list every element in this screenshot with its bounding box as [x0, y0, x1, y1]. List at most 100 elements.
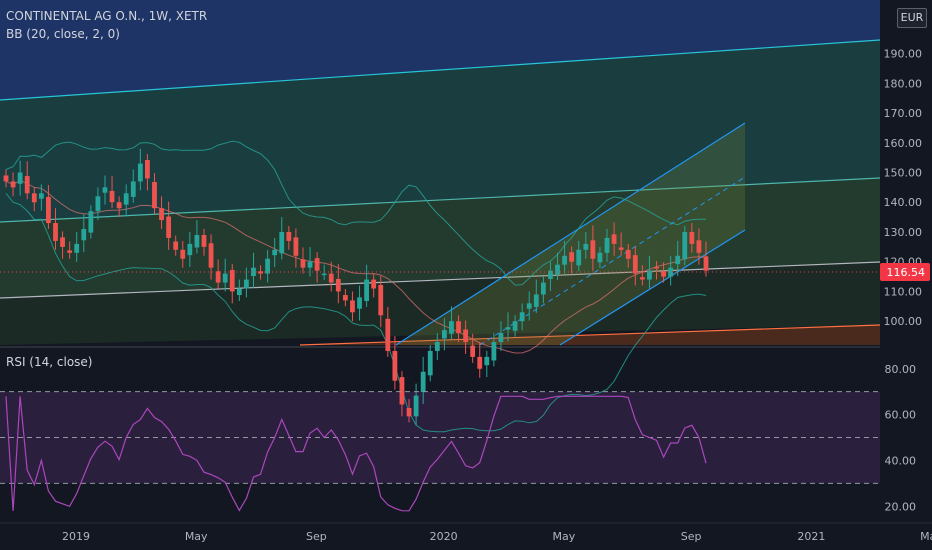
candle-body	[463, 329, 468, 343]
candle-body	[251, 267, 256, 276]
price-tick-label: 180.00	[884, 77, 923, 90]
price-tick-label: 160.00	[884, 137, 923, 150]
candle-body	[38, 193, 44, 199]
candle-body	[548, 270, 553, 279]
candle-body	[208, 243, 214, 268]
bb-upper-line	[5, 140, 707, 286]
channel-upper	[395, 122, 746, 346]
candle-body	[562, 255, 567, 265]
time-tick-label: May	[553, 530, 576, 543]
candle-body	[180, 249, 186, 259]
candle-body	[95, 196, 101, 212]
candle-body	[498, 333, 504, 343]
candle-body	[74, 243, 80, 253]
rsi-tick-label: 40.00	[885, 454, 917, 467]
candle-body	[286, 231, 292, 241]
chart-title: CONTINENTAL AG O.N., 1W, XETR	[6, 9, 208, 23]
candle-body	[625, 249, 631, 259]
candle-body	[159, 208, 164, 221]
rsi-tick-label: 80.00	[885, 363, 917, 376]
candle-body	[194, 234, 200, 248]
candle-body	[229, 270, 235, 292]
candle-body	[215, 271, 221, 283]
candle-body	[399, 377, 405, 405]
candle-body	[413, 395, 419, 417]
candle-body	[328, 273, 334, 283]
candle-body	[46, 196, 51, 224]
fib-zone-top	[0, 0, 880, 100]
candle-body	[53, 223, 58, 241]
candle-body	[689, 231, 695, 244]
price-tick-label: 170.00	[884, 107, 923, 120]
candle-body	[420, 371, 426, 392]
candle-body	[31, 193, 37, 203]
candle-body	[244, 279, 249, 289]
time-tick-label: 2019	[62, 530, 90, 543]
candle-body	[60, 237, 65, 247]
candle-body	[17, 172, 23, 184]
candle-body	[152, 182, 157, 209]
candle-body	[102, 187, 108, 193]
candle-body	[321, 273, 327, 276]
rsi-tick-label: 60.00	[885, 409, 917, 422]
candle-body	[3, 175, 9, 182]
fib-line	[0, 177, 881, 223]
candle-body	[10, 181, 16, 188]
rsi-tick-label: 20.00	[885, 500, 917, 513]
candle-body	[335, 278, 341, 292]
candle-body	[385, 318, 391, 351]
fib-line	[0, 261, 881, 299]
candle-body	[505, 327, 511, 330]
channel-lower	[559, 229, 746, 346]
candle-body	[590, 240, 596, 259]
fib-line	[0, 39, 881, 101]
candle-body	[81, 229, 87, 241]
candle-body	[166, 216, 172, 238]
time-tick-label: May	[920, 530, 932, 543]
candle-body	[441, 330, 447, 339]
candle-body	[265, 258, 271, 274]
currency-badge[interactable]: EUR	[897, 8, 927, 28]
channel-mid	[479, 176, 746, 346]
candle-body	[109, 190, 115, 203]
candle-body	[632, 255, 638, 274]
candle-body	[477, 356, 483, 369]
candle-body	[696, 240, 702, 253]
time-tick-label: 2020	[430, 530, 458, 543]
last-price-tag	[880, 263, 930, 282]
candle-body	[647, 270, 652, 280]
candle-body	[371, 279, 377, 289]
candle-body	[639, 277, 645, 280]
candle-body	[555, 264, 560, 275]
candle-body	[675, 255, 681, 265]
candle-body	[703, 256, 709, 271]
candle-body	[67, 250, 73, 253]
candle-body	[406, 408, 412, 417]
candle-body	[279, 231, 285, 254]
candle-body	[434, 342, 440, 351]
candle-body	[145, 160, 150, 179]
candle-body	[342, 295, 348, 301]
candle-body	[604, 237, 610, 253]
candle-body	[512, 321, 518, 331]
fib-zone-3	[0, 178, 880, 298]
candle-body	[130, 181, 136, 197]
time-tick-label: Sep	[681, 530, 702, 543]
candle-body	[88, 211, 94, 233]
candle-body	[364, 279, 370, 301]
price-tick-label: 110.00	[884, 285, 923, 298]
candle-body	[392, 350, 398, 381]
candle-body	[222, 273, 228, 283]
candle-body	[307, 261, 313, 268]
rsi-indicator-label: RSI (14, close)	[6, 355, 93, 369]
candle-body	[611, 234, 617, 244]
candle-body	[597, 252, 603, 263]
candle-body	[272, 249, 278, 256]
candle-body	[116, 202, 122, 209]
candle-body	[569, 252, 575, 262]
candle-body	[314, 258, 320, 271]
candle-body	[533, 294, 539, 307]
price-tick-label: 130.00	[884, 226, 923, 239]
candle-body	[350, 300, 355, 313]
